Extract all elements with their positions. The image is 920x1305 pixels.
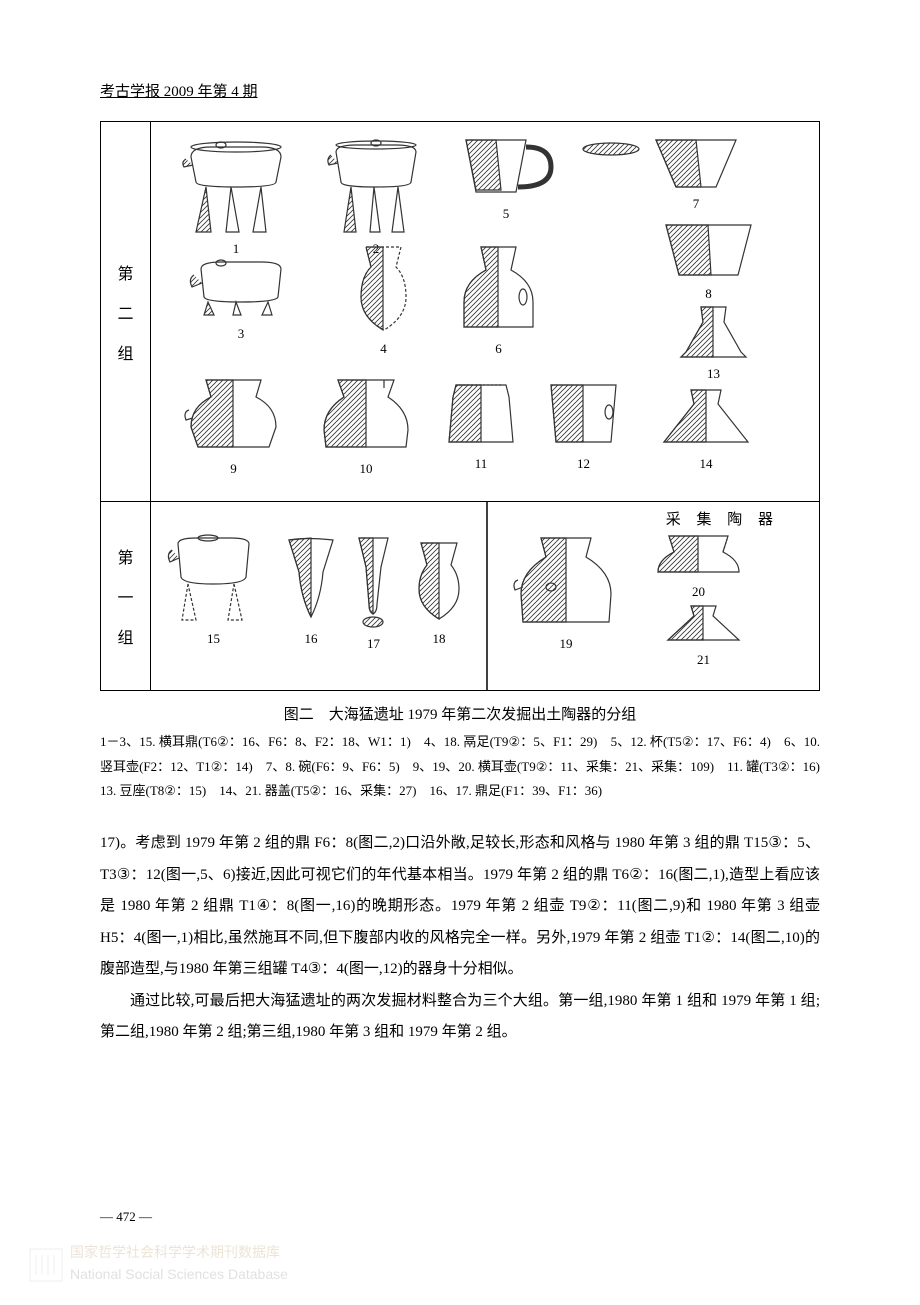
pottery-18: 18 xyxy=(409,537,469,647)
pottery-15: 15 xyxy=(166,532,261,647)
figure-caption: 图二 大海猛遗址 1979 年第二次发掘出土陶器的分组 xyxy=(100,703,820,724)
group-2-pottery: 1 2 xyxy=(151,122,819,501)
pottery-9: 9 xyxy=(181,372,286,477)
pottery-6-lid xyxy=(581,142,641,157)
group-1-pottery: 采 集 陶 器 15 16 xyxy=(151,502,819,690)
page-header: 考古学报 2009 年第 4 期 xyxy=(100,80,820,101)
collected-pottery-label: 采 集 陶 器 xyxy=(666,508,779,529)
paragraph-1: 17)。考虑到 1979 年第 2 组的鼎 F6：8(图二,2)口沿外敞,足较长… xyxy=(100,828,820,986)
page-number: — 472 — xyxy=(100,1209,152,1225)
pottery-13: 13 xyxy=(676,302,751,382)
pottery-20: 20 xyxy=(651,530,746,600)
pottery-21: 21 xyxy=(661,600,746,668)
watermark-icon xyxy=(28,1247,64,1283)
pottery-6: 6 xyxy=(451,242,546,357)
pottery-12: 12 xyxy=(541,377,626,472)
pottery-4: 4 xyxy=(346,242,421,357)
pottery-19: 19 xyxy=(511,532,621,652)
figure-legend: 1－3、15. 横耳鼎(T6②：16、F6：8、F2：18、W1：1) 4、18… xyxy=(100,730,820,804)
body-text: 17)。考虑到 1979 年第 2 组的鼎 F6：8(图二,2)口沿外敞,足较长… xyxy=(100,828,820,1049)
pottery-14: 14 xyxy=(656,382,756,472)
group-2-label: 第 二 组 xyxy=(101,122,151,501)
pottery-11: 11 xyxy=(441,377,521,472)
pottery-5: 5 xyxy=(456,132,556,222)
pottery-7: 7 xyxy=(651,132,741,212)
pottery-1: 1 xyxy=(181,137,291,257)
paragraph-2: 通过比较,可最后把大海猛遗址的两次发掘材料整合为三个大组。第一组,1980 年第… xyxy=(100,986,820,1049)
pottery-8: 8 xyxy=(661,217,756,302)
pottery-2: 2 xyxy=(326,137,426,257)
pottery-3: 3 xyxy=(186,257,296,342)
watermark-text: 国家哲学社会科学学术期刊数据库 National Social Sciences… xyxy=(70,1243,288,1285)
figure-2: 第 二 组 1 xyxy=(100,121,820,691)
pottery-10: 10 xyxy=(316,372,416,477)
group-1-label: 第 一 组 xyxy=(101,502,151,690)
pottery-16: 16 xyxy=(281,532,341,647)
pottery-17: 17 xyxy=(351,532,396,652)
